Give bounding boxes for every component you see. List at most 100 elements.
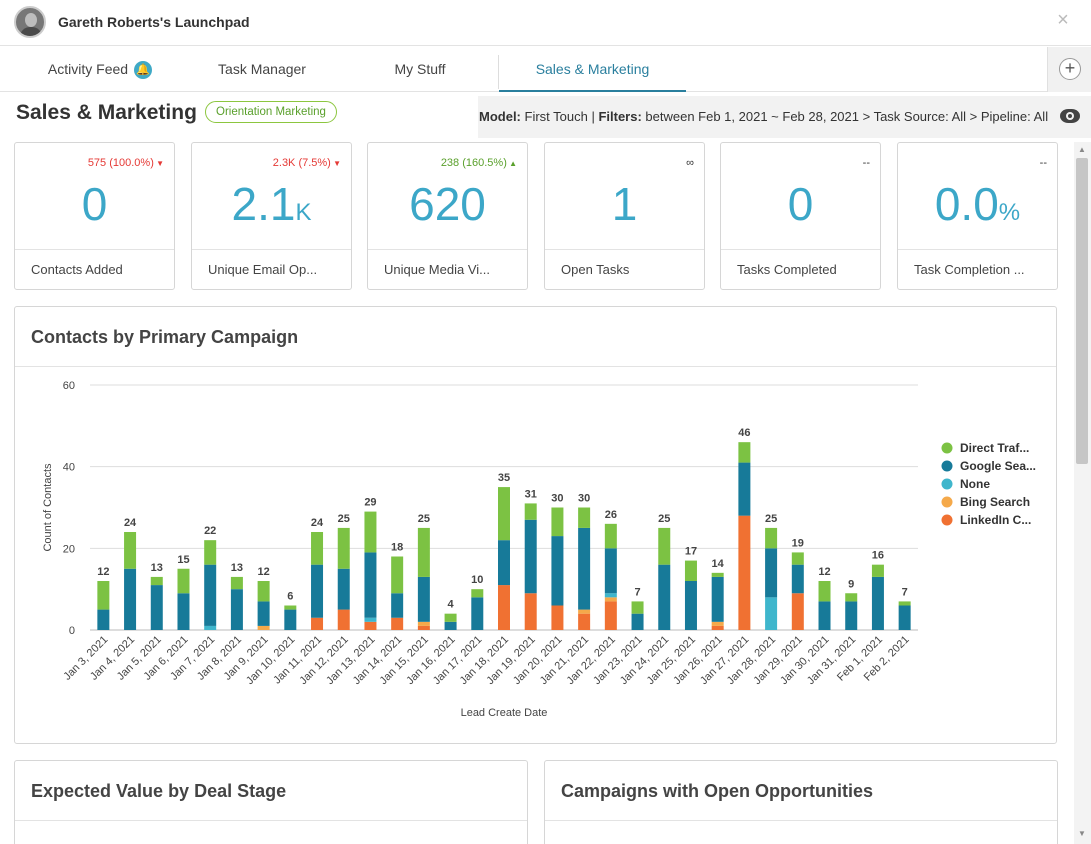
- tab-my-stuff[interactable]: My Stuff: [394, 61, 446, 77]
- scroll-down-icon[interactable]: ▼: [1078, 829, 1086, 838]
- kpi-card[interactable]: 575 (100.0%) ▼ 0 Contacts Added: [14, 142, 175, 290]
- bar-segment[interactable]: [471, 589, 484, 598]
- bar-segment[interactable]: [177, 593, 190, 630]
- bar-segment[interactable]: [765, 597, 778, 630]
- bar-segment[interactable]: [337, 527, 350, 569]
- bar-segment[interactable]: [444, 621, 457, 630]
- scroll-up-icon[interactable]: ▲: [1078, 145, 1086, 154]
- bar-segment[interactable]: [604, 593, 617, 598]
- bar-segment[interactable]: [684, 560, 697, 581]
- bar-segment[interactable]: [311, 532, 324, 565]
- scrollbar-thumb[interactable]: [1076, 158, 1088, 464]
- bar-segment[interactable]: [711, 625, 724, 630]
- bar-segment[interactable]: [524, 503, 537, 520]
- bar-segment[interactable]: [257, 601, 270, 626]
- eye-icon[interactable]: [1060, 109, 1080, 123]
- bar-segment[interactable]: [578, 613, 591, 630]
- bar-segment[interactable]: [791, 564, 804, 594]
- close-icon[interactable]: ×: [1057, 9, 1069, 31]
- bar-segment[interactable]: [284, 609, 297, 630]
- bar-segment[interactable]: [230, 576, 243, 590]
- bar-segment[interactable]: [818, 581, 831, 602]
- bar-segment[interactable]: [498, 540, 510, 586]
- bar-segment[interactable]: [791, 593, 804, 630]
- bar-segment[interactable]: [177, 568, 190, 594]
- bar-segment[interactable]: [551, 507, 564, 537]
- bar-segment[interactable]: [391, 556, 404, 594]
- bar-segment[interactable]: [578, 527, 591, 610]
- bar-segment[interactable]: [791, 552, 804, 565]
- bar-segment[interactable]: [417, 625, 430, 630]
- bar-segment[interactable]: [471, 597, 484, 630]
- legend-dot[interactable]: [941, 496, 953, 508]
- bar-segment[interactable]: [391, 617, 404, 630]
- bar-segment[interactable]: [738, 462, 751, 516]
- legend-dot[interactable]: [941, 442, 953, 454]
- tab-activity-feed[interactable]: Activity Feed 🔔: [30, 47, 170, 92]
- bar-segment[interactable]: [578, 507, 591, 528]
- bar-segment[interactable]: [604, 597, 617, 602]
- bar-segment[interactable]: [364, 511, 377, 553]
- legend-label[interactable]: Bing Search: [960, 495, 1030, 509]
- bar-segment[interactable]: [257, 625, 270, 630]
- bar-segment[interactable]: [124, 532, 137, 569]
- bar-segment[interactable]: [444, 613, 457, 622]
- bar-segment[interactable]: [711, 572, 724, 577]
- kpi-card[interactable]: -- 0 Tasks Completed: [720, 142, 881, 290]
- avatar[interactable]: [14, 6, 46, 38]
- bar-segment[interactable]: [337, 609, 350, 630]
- bar-segment[interactable]: [498, 487, 510, 541]
- bar-segment[interactable]: [524, 593, 537, 630]
- bar-segment[interactable]: [604, 523, 617, 549]
- bar-segment[interactable]: [284, 605, 297, 610]
- bar-segment[interactable]: [631, 601, 644, 614]
- bar-segment[interactable]: [631, 613, 644, 630]
- legend-label[interactable]: LinkedIn C...: [960, 513, 1031, 527]
- bar-segment[interactable]: [337, 568, 350, 610]
- bar-segment[interactable]: [150, 576, 163, 586]
- legend-dot[interactable]: [941, 514, 953, 526]
- bar-segment[interactable]: [898, 605, 911, 631]
- bar-segment[interactable]: [551, 536, 564, 606]
- bar-segment[interactable]: [311, 564, 324, 618]
- bar-segment[interactable]: [578, 609, 591, 614]
- bar-segment[interactable]: [417, 576, 430, 622]
- legend-label[interactable]: Direct Traf...: [960, 441, 1029, 455]
- bar-segment[interactable]: [738, 442, 751, 463]
- tab-sales-marketing[interactable]: Sales & Marketing: [499, 47, 686, 92]
- bar-segment[interactable]: [711, 576, 724, 622]
- bar-segment[interactable]: [364, 552, 377, 618]
- bar-segment[interactable]: [604, 548, 617, 594]
- bar-segment[interactable]: [524, 519, 537, 594]
- bar-segment[interactable]: [311, 617, 324, 630]
- bar-segment[interactable]: [204, 625, 217, 630]
- bar-segment[interactable]: [871, 576, 884, 630]
- legend-label[interactable]: None: [960, 477, 990, 491]
- bar-segment[interactable]: [417, 527, 430, 577]
- bar-segment[interactable]: [711, 621, 724, 626]
- bar-segment[interactable]: [124, 568, 137, 630]
- kpi-card[interactable]: ∞ 1 Open Tasks: [544, 142, 705, 290]
- bar-segment[interactable]: [97, 581, 110, 610]
- bar-segment[interactable]: [97, 609, 110, 630]
- add-tab-button[interactable]: +: [1047, 47, 1091, 92]
- bar-segment[interactable]: [230, 589, 243, 630]
- legend-label[interactable]: Google Sea...: [960, 459, 1036, 473]
- legend-dot[interactable]: [941, 460, 953, 472]
- kpi-card[interactable]: 2.3K (7.5%) ▼ 2.1K Unique Email Op...: [191, 142, 352, 290]
- bar-segment[interactable]: [604, 601, 617, 630]
- bar-segment[interactable]: [417, 621, 430, 626]
- legend-dot[interactable]: [941, 478, 953, 490]
- bar-segment[interactable]: [364, 617, 377, 622]
- filter-bar[interactable]: Model: First Touch | Filters: between Fe…: [478, 96, 1091, 138]
- bar-segment[interactable]: [257, 581, 270, 602]
- bar-segment[interactable]: [204, 540, 217, 565]
- bar-segment[interactable]: [845, 601, 858, 630]
- kpi-card[interactable]: -- 0.0% Task Completion ...: [897, 142, 1058, 290]
- bar-segment[interactable]: [765, 548, 778, 598]
- bar-segment[interactable]: [204, 564, 217, 626]
- bar-segment[interactable]: [845, 593, 858, 602]
- kpi-card[interactable]: 238 (160.5%) ▲ 620 Unique Media Vi...: [367, 142, 528, 290]
- bar-segment[interactable]: [551, 605, 564, 631]
- bar-segment[interactable]: [658, 564, 671, 630]
